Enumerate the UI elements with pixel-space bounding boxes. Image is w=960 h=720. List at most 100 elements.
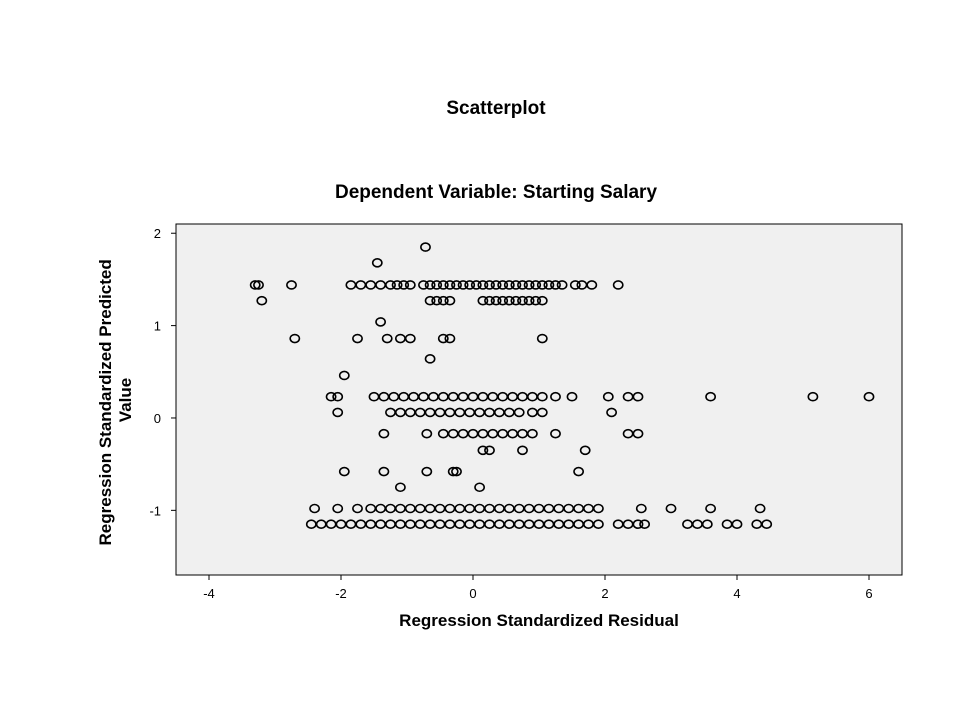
data-point bbox=[523, 295, 535, 306]
data-point bbox=[477, 445, 489, 456]
data-point bbox=[424, 295, 436, 306]
data-point bbox=[490, 295, 502, 306]
data-point bbox=[510, 280, 522, 290]
data-point bbox=[573, 466, 584, 477]
data-point bbox=[503, 295, 515, 306]
data-point bbox=[332, 503, 344, 514]
y-tick-label: 1 bbox=[154, 319, 161, 334]
x-tick-label: 0 bbox=[469, 586, 476, 601]
chart-subtitle: Dependent Variable: Starting Salary bbox=[335, 182, 657, 203]
data-point bbox=[404, 333, 416, 344]
data-point bbox=[249, 280, 261, 290]
svg-text:Regression Standardized Predic: Regression Standardized Predicted Value bbox=[96, 255, 135, 546]
data-point bbox=[550, 391, 561, 402]
data-point bbox=[477, 280, 489, 290]
data-point bbox=[286, 280, 297, 290]
data-point bbox=[325, 391, 337, 402]
data-point bbox=[444, 333, 456, 344]
data-point bbox=[863, 391, 875, 402]
data-point bbox=[381, 333, 393, 344]
data-point bbox=[332, 407, 344, 418]
x-tick-label: 2 bbox=[601, 586, 608, 601]
data-point bbox=[543, 280, 555, 290]
data-point bbox=[550, 280, 561, 290]
data-point bbox=[497, 280, 509, 290]
data-point bbox=[470, 280, 482, 290]
data-point bbox=[530, 280, 542, 290]
data-point bbox=[517, 280, 528, 290]
data-point bbox=[530, 295, 542, 306]
data-point bbox=[550, 428, 561, 439]
data-point bbox=[569, 280, 581, 290]
data-point bbox=[566, 391, 578, 402]
data-point bbox=[536, 391, 548, 402]
data-point bbox=[375, 317, 386, 327]
data-point bbox=[378, 466, 390, 477]
chart-title: Scatterplot bbox=[446, 98, 546, 119]
y-tick-label: 2 bbox=[154, 226, 161, 241]
data-point bbox=[256, 295, 268, 306]
data-point bbox=[371, 257, 383, 268]
data-point bbox=[444, 280, 456, 290]
y-axis-label: Regression Standardized Predicted Value bbox=[96, 255, 135, 546]
x-axis-label: Regression Standardized Residual bbox=[399, 611, 679, 630]
data-point bbox=[420, 242, 431, 252]
data-point bbox=[437, 295, 449, 306]
data-point bbox=[484, 445, 495, 456]
data-point bbox=[632, 391, 644, 402]
data-point bbox=[510, 295, 522, 306]
data-point bbox=[536, 295, 548, 306]
data-point bbox=[391, 280, 403, 290]
data-point bbox=[556, 280, 568, 290]
data-point bbox=[632, 519, 644, 529]
data-point bbox=[484, 295, 495, 306]
y-tick-label: -1 bbox=[149, 503, 161, 518]
data-point bbox=[444, 295, 456, 306]
data-point bbox=[523, 280, 535, 290]
data-point bbox=[807, 391, 819, 402]
x-tick-label: -4 bbox=[203, 586, 215, 601]
data-point bbox=[635, 503, 647, 514]
data-point bbox=[437, 333, 449, 344]
data-point bbox=[754, 503, 766, 514]
data-point bbox=[404, 280, 416, 290]
data-point bbox=[536, 333, 548, 344]
data-point bbox=[761, 519, 773, 529]
data-point bbox=[579, 445, 591, 456]
data-point bbox=[352, 333, 363, 344]
data-point bbox=[398, 280, 410, 290]
data-point bbox=[665, 503, 677, 514]
data-point bbox=[451, 280, 462, 290]
y-axis-label-line-2: Value bbox=[116, 378, 135, 422]
data-point bbox=[484, 280, 495, 290]
data-point bbox=[490, 280, 502, 290]
data-point bbox=[602, 391, 614, 402]
data-point bbox=[612, 280, 624, 290]
data-point bbox=[639, 519, 650, 529]
data-point bbox=[536, 280, 548, 290]
data-point bbox=[447, 466, 459, 477]
data-point bbox=[632, 428, 644, 439]
data-point bbox=[418, 280, 429, 290]
data-point bbox=[474, 482, 485, 493]
data-point bbox=[593, 503, 604, 514]
data-point bbox=[352, 503, 363, 514]
data-point bbox=[421, 466, 433, 477]
data-point bbox=[309, 503, 320, 514]
data-point bbox=[421, 428, 433, 439]
data-point bbox=[378, 428, 390, 439]
data-point bbox=[424, 354, 436, 364]
data-point bbox=[431, 280, 443, 290]
data-point bbox=[253, 280, 264, 290]
data-point bbox=[437, 280, 449, 290]
data-point bbox=[517, 295, 528, 306]
data-point bbox=[503, 280, 515, 290]
data-point bbox=[527, 428, 538, 439]
data-point bbox=[332, 391, 344, 402]
y-axis-ticks: -1 0 1 2 bbox=[149, 226, 176, 518]
data-point bbox=[477, 295, 489, 306]
data-point bbox=[464, 280, 476, 290]
data-point bbox=[385, 280, 396, 290]
data-point bbox=[586, 280, 598, 290]
